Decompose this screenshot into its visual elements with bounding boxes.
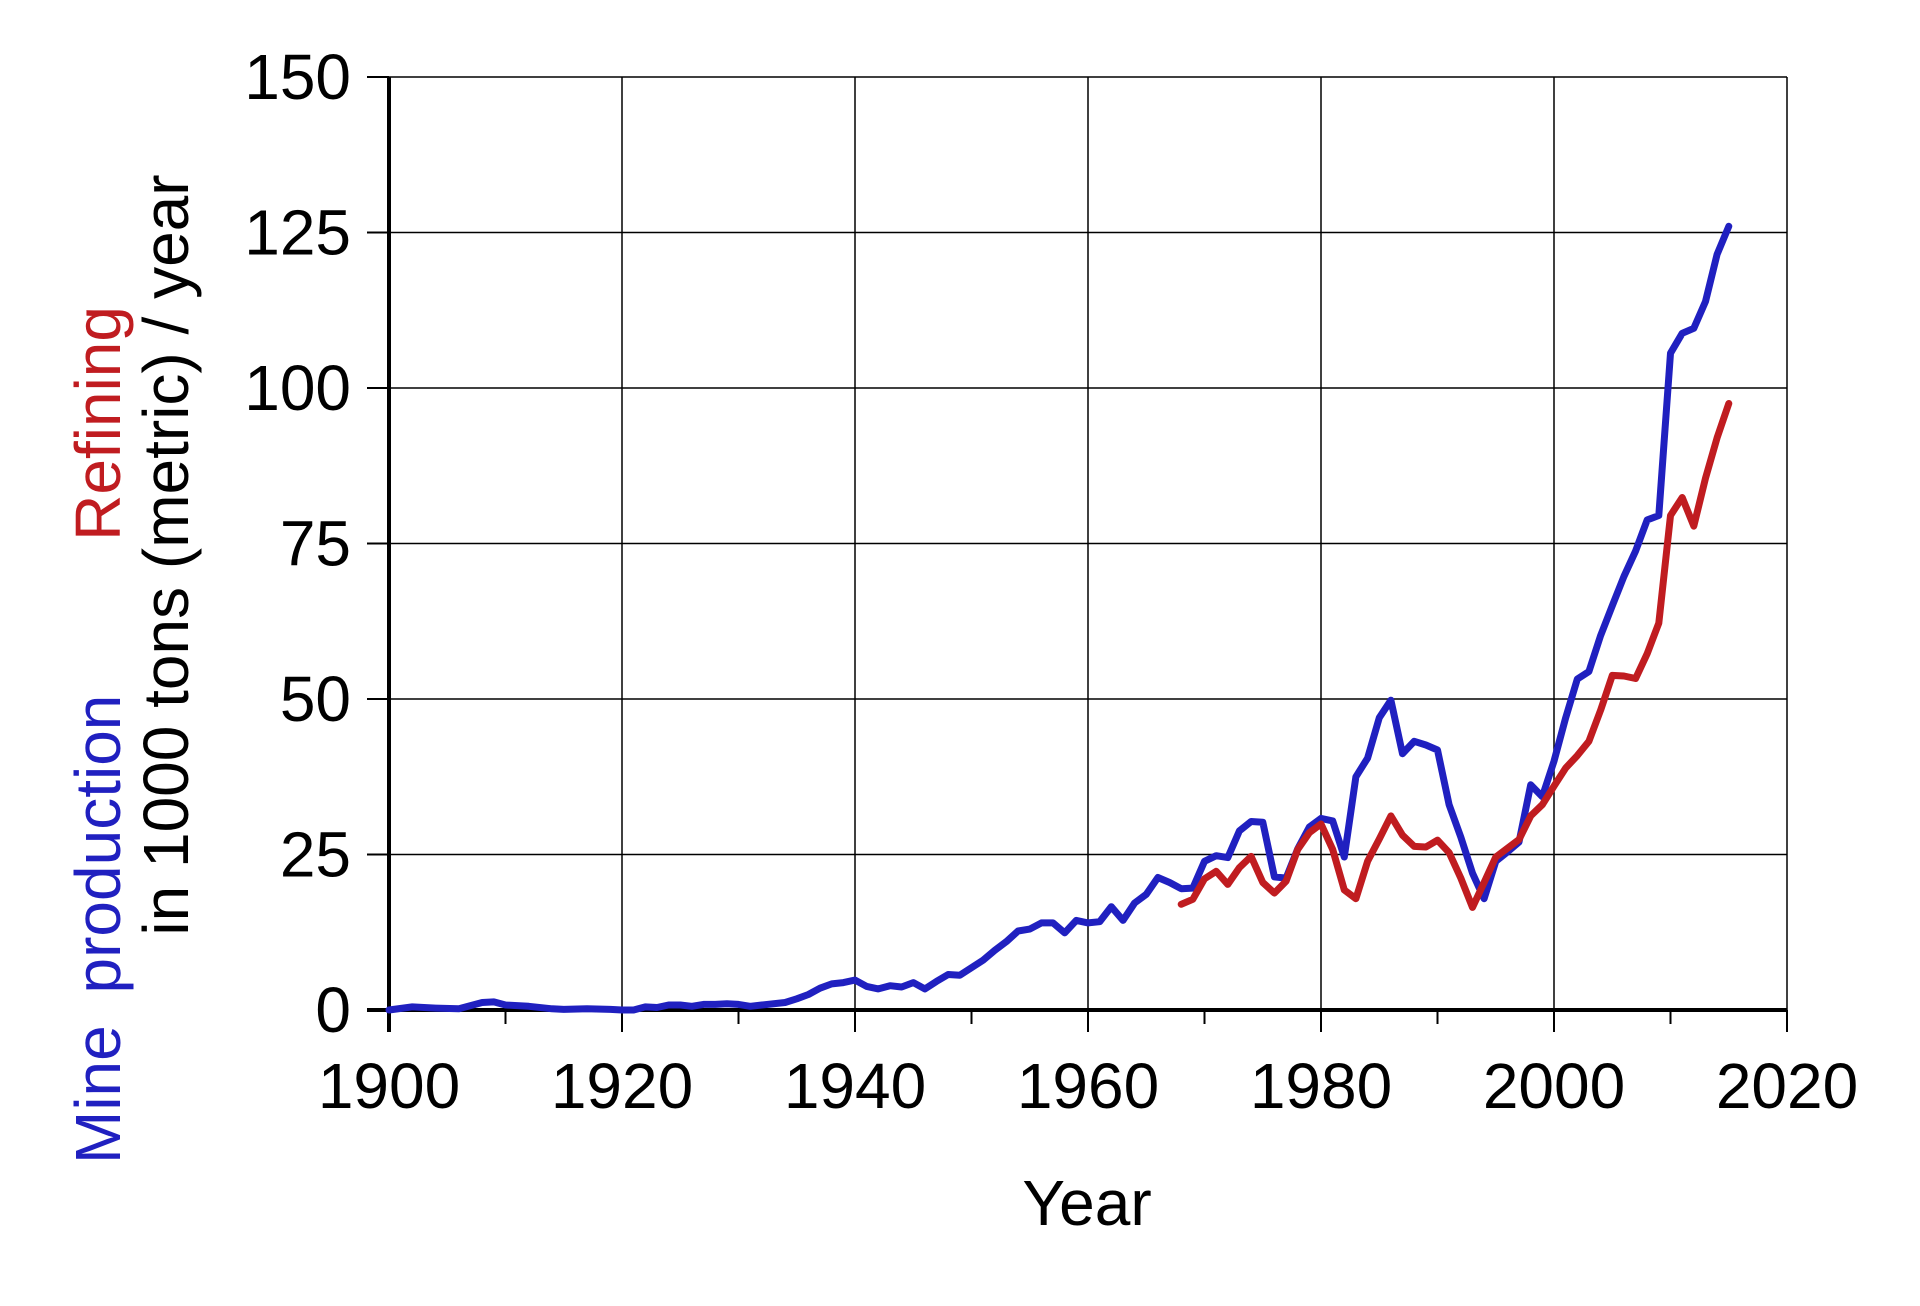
y-tick-label: 25 [280, 819, 351, 891]
series-lines [385, 222, 1733, 1014]
x-tick-label: 1960 [1017, 1050, 1159, 1122]
x-tick-label: 1980 [1250, 1050, 1392, 1122]
y-tick-label: 100 [244, 352, 351, 424]
refining-series-line [1177, 400, 1733, 911]
x-axis-title: Year [1022, 1167, 1151, 1239]
y-tick-label: 125 [244, 197, 351, 269]
y-tick-label: 0 [315, 974, 351, 1046]
x-tick-label: 2020 [1716, 1050, 1858, 1122]
tick-labels: 1900 1920 1940 1960 1980 2000 2020 0 25 50 75 100 12… [244, 41, 1858, 1122]
y-tick-label: 50 [280, 663, 351, 735]
y-axis-title-refining: Refining [62, 306, 134, 541]
y-tick-label: 150 [244, 41, 351, 113]
y-axis-title-line2: in 1000 tons (metric) / year [130, 174, 202, 935]
y-axis-title-line1: Mine production Refining [62, 306, 134, 1164]
x-tick-label: 2000 [1483, 1050, 1625, 1122]
y-axis-title-mine: Mine [62, 1025, 134, 1164]
axes [367, 76, 1788, 1032]
mine-series-line [385, 222, 1733, 1014]
y-axis-title-production: production [62, 695, 134, 994]
grid [389, 76, 1788, 1010]
x-tick-label: 1900 [318, 1050, 460, 1122]
x-tick-label: 1940 [784, 1050, 926, 1122]
x-tick-label: 1920 [551, 1050, 693, 1122]
y-tick-label: 75 [280, 508, 351, 580]
